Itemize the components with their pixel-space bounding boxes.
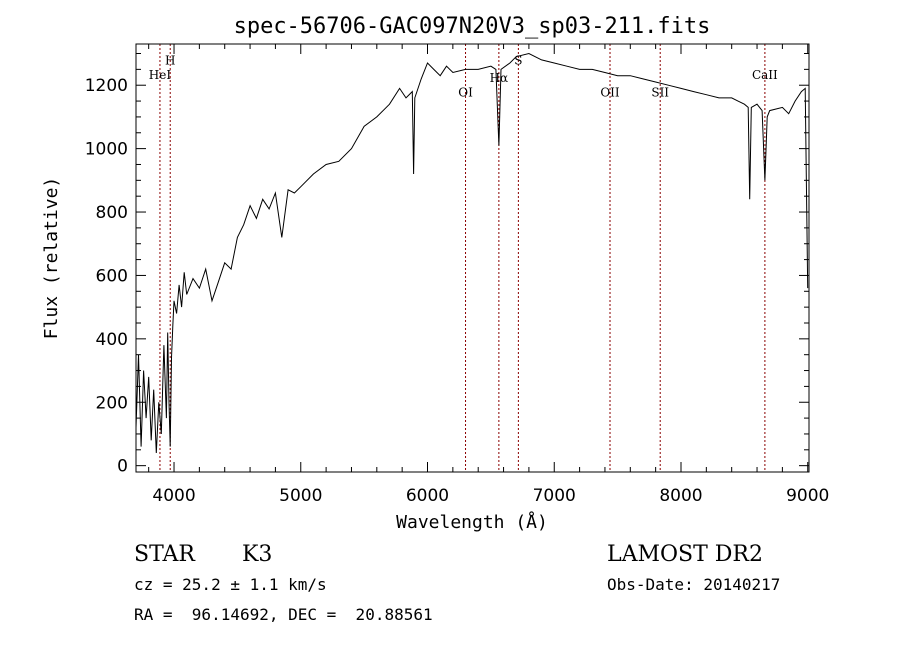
survey-name: LAMOST DR2 (607, 542, 763, 567)
spectrum-line (136, 52, 809, 454)
x-tick-label-5: 9000 (786, 486, 829, 506)
y-tick-label-4: 800 (96, 203, 128, 223)
subclass: K3 (242, 542, 272, 567)
y-tick-label-2: 400 (96, 330, 128, 350)
marker-label-7: CaII (752, 68, 778, 82)
y-axis: 0 200 400 600 800 1000 1200 (85, 53, 809, 477)
x-tick-label-3: 7000 (533, 486, 576, 506)
x-tick-label-4: 8000 (659, 486, 702, 506)
x-axis: 4000 5000 6000 7000 8000 9000 (148, 44, 829, 506)
x-axis-label: Wavelength (Å) (396, 511, 548, 533)
plot-frame (135, 43, 810, 473)
redshift-text: cz = 25.2 ± 1.1 km/s (134, 575, 327, 594)
y-tick-label-5: 1000 (85, 140, 128, 160)
y-tick-label-3: 600 (96, 266, 128, 286)
y-axis-label: Flux (relative) (41, 177, 62, 340)
marker-label-4: S (514, 54, 522, 68)
marker-label-0: HeI (149, 68, 172, 82)
y-tick-label-0: 0 (117, 457, 128, 477)
x-tick-label-2: 6000 (406, 486, 449, 506)
marker-label-2: OI (458, 85, 473, 99)
obs-date: Obs-Date: 20140217 (607, 575, 780, 594)
y-tick-label-6: 1200 (85, 76, 128, 96)
coordinates-text: RA = 96.14692, DEC = 20.88561 (134, 605, 433, 624)
x-tick-label-0: 4000 (152, 486, 195, 506)
object-class: STAR (134, 542, 196, 567)
chart-title: spec-56706-GAC097N20V3_sp03-211.fits (234, 14, 711, 39)
marker-label-5: OII (600, 85, 620, 99)
x-tick-label-1: 5000 (279, 486, 322, 506)
marker-label-3: Hα (490, 71, 509, 85)
marker-label-1: H (165, 54, 175, 68)
marker-label-6: SII (651, 85, 669, 99)
y-tick-label-1: 200 (96, 393, 128, 413)
